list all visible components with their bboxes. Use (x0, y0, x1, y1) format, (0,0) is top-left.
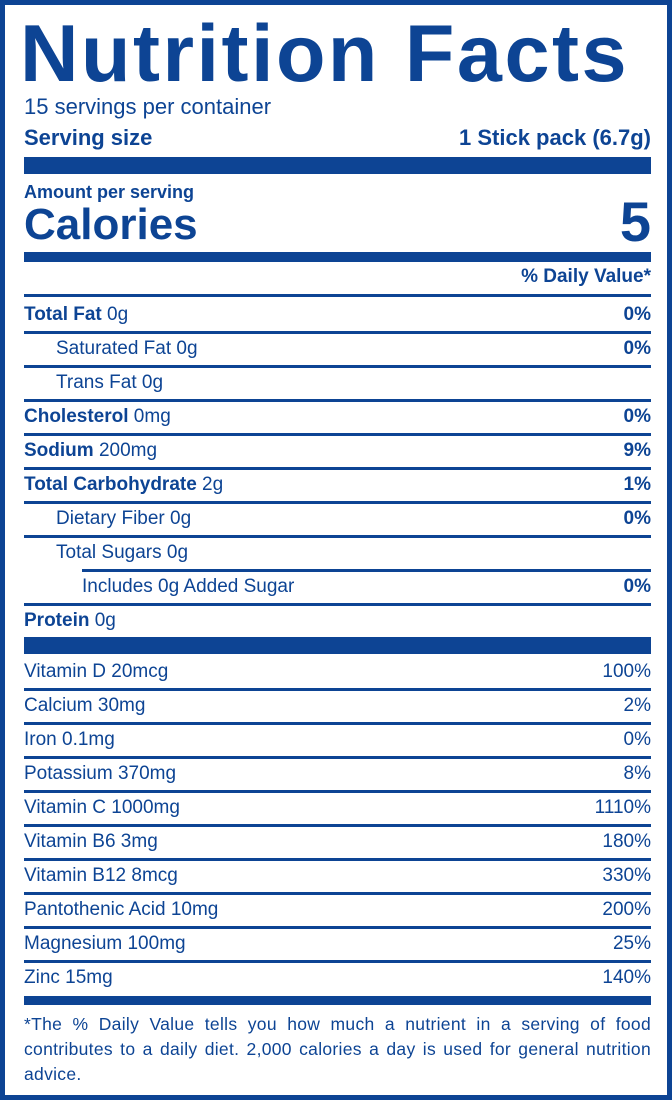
row-divider (24, 960, 651, 963)
nutrient-name: Saturated Fat 0g (56, 338, 198, 359)
vitamin-dv: 2% (623, 695, 651, 716)
calories-value: 5 (619, 190, 651, 253)
medium-divider (24, 996, 651, 1005)
vitamin-row: Magnesium 100mg 25% (24, 927, 651, 963)
vitamin-row: Vitamin B6 3mg 180% (24, 825, 651, 861)
nutrient-name: Dietary Fiber 0g (56, 508, 192, 529)
vitamin-name: Iron 0.1mg (24, 729, 115, 750)
nutrient-name: Sodium 200mg (24, 440, 158, 461)
vitamin-row: Pantothenic Acid 10mg 200% (24, 893, 651, 929)
nutrient-dv: 0% (623, 338, 651, 359)
row-divider (24, 603, 651, 606)
vitamin-name: Vitamin C 1000mg (24, 797, 180, 818)
nutrient-name: Includes 0g Added Sugar (82, 576, 295, 597)
row-divider (24, 365, 651, 368)
vitamin-name: Zinc 15mg (24, 967, 113, 988)
vitamin-dv: 200% (602, 899, 651, 920)
row-divider (24, 535, 651, 538)
nutrient-name: Total Fat 0g (24, 304, 129, 325)
nutrient-name: Cholesterol 0mg (24, 406, 171, 427)
vitamin-dv: 330% (602, 865, 651, 886)
serving-size-value: 1 Stick pack (6.7g) (459, 125, 651, 150)
thin-divider (24, 294, 651, 297)
servings-per-container: 15 servings per container (24, 94, 272, 119)
row-divider (24, 892, 651, 895)
nutrient-row: Sodium 200mg 9% (24, 434, 651, 470)
row-divider (24, 331, 651, 334)
nutrient-dv: 0% (623, 304, 651, 325)
nutrient-name: Trans Fat 0g (56, 372, 164, 393)
nutrient-name: Total Carbohydrate 2g (24, 474, 224, 495)
vitamin-dv: 140% (602, 967, 651, 988)
label-title: Nutrition Facts (20, 9, 630, 99)
row-divider (24, 501, 651, 504)
vitamin-row: Vitamin D 20mcg 100% (24, 655, 651, 691)
serving-size-row: Serving size 1 Stick pack (6.7g) (24, 124, 651, 152)
nutrient-dv: 0% (623, 508, 651, 529)
vitamin-name: Calcium 30mg (24, 695, 146, 716)
vitamin-dv: 100% (602, 661, 651, 682)
amount-per-serving: Amount per serving (24, 182, 195, 202)
nutrient-row: Total Fat 0g 0% (24, 298, 651, 334)
vitamin-name: Pantothenic Acid 10mg (24, 899, 219, 920)
vitamin-row: Potassium 370mg 8% (24, 757, 651, 793)
row-divider (24, 467, 651, 470)
row-divider (24, 926, 651, 929)
vitamin-row: Iron 0.1mg 0% (24, 723, 651, 759)
vitamin-dv: 180% (602, 831, 651, 852)
row-divider (24, 688, 651, 691)
row-divider (24, 858, 651, 861)
vitamin-dv: 1110% (594, 797, 651, 818)
nutrient-dv: 9% (623, 440, 651, 461)
row-divider (82, 569, 651, 572)
row-divider (24, 399, 651, 402)
nutrient-row: Protein 0g (24, 604, 651, 638)
nutrient-name: Protein 0g (24, 610, 116, 631)
vitamin-row: Vitamin B12 8mcg 330% (24, 859, 651, 895)
nutrient-row: Includes 0g Added Sugar 0% (24, 570, 651, 606)
vitamin-name: Vitamin B12 8mcg (24, 865, 178, 886)
row-divider (24, 722, 651, 725)
nutrient-row: Saturated Fat 0g 0% (24, 332, 651, 368)
vitamin-row: Calcium 30mg 2% (24, 689, 651, 725)
serving-size-label: Serving size (24, 125, 153, 150)
vitamin-name: Magnesium 100mg (24, 933, 186, 954)
nutrient-name: Total Sugars 0g (56, 542, 189, 563)
daily-value-footnote: *The % Daily Value tells you how much a … (24, 1014, 651, 1084)
nutrient-row: Total Carbohydrate 2g 1% (24, 468, 651, 504)
row-divider (24, 756, 651, 759)
vitamin-row: Vitamin C 1000mg 1110% (24, 791, 651, 827)
nutrient-row: Cholesterol 0mg 0% (24, 400, 651, 436)
vitamin-row: Zinc 15mg 140% (24, 961, 651, 995)
vitamin-name: Vitamin D 20mcg (24, 661, 169, 682)
vitamin-dv: 25% (612, 933, 651, 954)
nutrient-dv: 0% (623, 406, 651, 427)
vitamin-dv: 8% (623, 763, 651, 784)
medium-divider (24, 252, 651, 262)
nutrient-row: Total Sugars 0g (24, 536, 651, 572)
vitamin-name: Potassium 370mg (24, 763, 177, 784)
daily-value-header: % Daily Value* (521, 266, 651, 287)
thick-divider (24, 157, 651, 174)
row-divider (24, 433, 651, 436)
vitamin-dv: 0% (623, 729, 651, 750)
vitamin-name: Vitamin B6 3mg (24, 831, 158, 852)
nutrient-dv: 0% (623, 576, 651, 597)
nutrient-row: Trans Fat 0g (24, 366, 651, 402)
thick-divider (24, 637, 651, 654)
nutrient-dv: 1% (623, 474, 651, 495)
row-divider (24, 790, 651, 793)
calories-label: Calories (24, 200, 198, 249)
nutrient-row: Dietary Fiber 0g 0% (24, 502, 651, 538)
row-divider (24, 824, 651, 827)
